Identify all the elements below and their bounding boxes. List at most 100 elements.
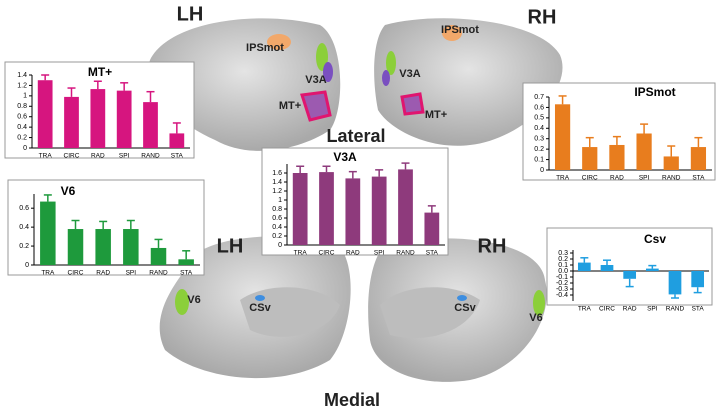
hemisphere-label: LH [217,235,244,257]
x-tick-label: STA [426,250,439,257]
x-tick-label: RAD [623,306,637,313]
bar [663,156,679,170]
x-tick-label: RAND [141,153,160,160]
bar [90,89,106,148]
y-tick-label: 0 [278,242,282,249]
x-tick-label: RAD [610,175,624,182]
bar [600,265,614,271]
y-tick-label: 0.2 [17,134,27,141]
bar [691,271,705,288]
x-tick-label: STA [692,175,705,182]
x-tick-label: RAND [396,250,415,257]
chart-title: Csv [644,232,666,246]
y-tick-label: 0 [25,262,29,269]
y-tick-label: 1.4 [17,72,27,79]
bar [623,271,637,279]
x-tick-label: SPI [374,250,385,257]
x-tick-label: CIRC [319,250,335,257]
region-label: MT+ [425,109,447,121]
y-tick-label: 0.2 [534,146,544,153]
bar [40,201,56,265]
bar [398,169,413,245]
y-tick-label: 0.2 [272,233,282,240]
x-tick-label: CIRC [582,175,598,182]
view-label: Lateral [326,126,385,146]
y-tick-label: 0.5 [534,115,544,122]
panel [546,227,713,306]
x-tick-label: TRA [578,306,592,313]
region-label: CSv [249,302,271,314]
bar [64,96,79,148]
region-label: V3A [305,74,326,86]
region-label: CSv [454,302,476,314]
y-tick-label: 0 [540,167,544,174]
x-tick-label: SPI [119,153,130,160]
x-tick-label: RAND [662,175,681,182]
x-tick-label: CIRC [64,153,80,160]
y-tick-label: 0.4 [534,125,544,132]
x-tick-label: STA [171,153,184,160]
y-tick-label: 0.6 [534,104,544,111]
bar [582,147,598,170]
x-tick-label: SPI [647,306,658,313]
x-tick-label: RAND [149,270,168,277]
bar [345,178,361,245]
y-tick-label: -0.1 [556,274,568,281]
bar [123,229,139,265]
region-label: MT+ [279,100,301,112]
y-tick-label: 0.2 [558,256,568,263]
bar [292,173,308,245]
y-tick-label: 1.2 [17,82,27,89]
region-label: IPSmot [246,42,284,54]
hemisphere-label: RH [478,235,507,257]
bar [150,247,167,265]
bar [424,212,440,245]
bar [554,104,571,170]
chart-title: V3A [333,150,357,164]
y-tick-label: 0.4 [272,224,282,231]
y-tick-label: 1.2 [272,188,282,195]
bar [178,259,194,265]
x-tick-label: TRA [41,270,55,277]
bar [668,271,682,295]
y-tick-label: 1.6 [272,170,282,177]
y-tick-label: 0.1 [558,262,568,269]
x-tick-label: CIRC [68,270,84,277]
y-tick-label: 0 [23,145,27,152]
y-tick-label: 0.0 [558,268,568,275]
bar [371,176,387,245]
y-tick-label: -0.4 [556,292,568,299]
region-label: V6 [529,312,542,324]
bar [645,268,659,271]
x-tick-label: TRA [39,153,53,160]
bar [636,133,652,170]
y-tick-label: 0.7 [534,94,544,101]
x-tick-label: STA [180,270,193,277]
chart-title: IPSmot [634,85,675,99]
y-tick-label: 0.3 [534,136,544,143]
bar [95,229,111,265]
y-tick-label: 1 [23,93,27,100]
bar [37,80,53,148]
x-tick-label: CIRC [599,306,615,313]
x-tick-label: SPI [126,270,137,277]
bar [116,90,132,148]
y-tick-label: -0.2 [556,280,568,287]
bar [169,133,185,148]
bar [67,229,84,265]
bar [690,147,707,170]
x-tick-label: SPI [639,175,650,182]
y-tick-label: 0.8 [272,206,282,213]
region-label: V3A [399,68,420,80]
bar [143,102,158,148]
x-tick-label: RAD [91,153,105,160]
view-label: Medial [324,390,380,410]
y-tick-label: 0.4 [17,124,27,131]
y-tick-label: 0.6 [19,205,29,212]
hemisphere-label: LH [177,3,204,25]
y-tick-label: 0.8 [17,103,27,110]
y-tick-label: -0.3 [556,286,568,293]
bar [319,172,334,245]
chart-title: V6 [61,184,76,198]
